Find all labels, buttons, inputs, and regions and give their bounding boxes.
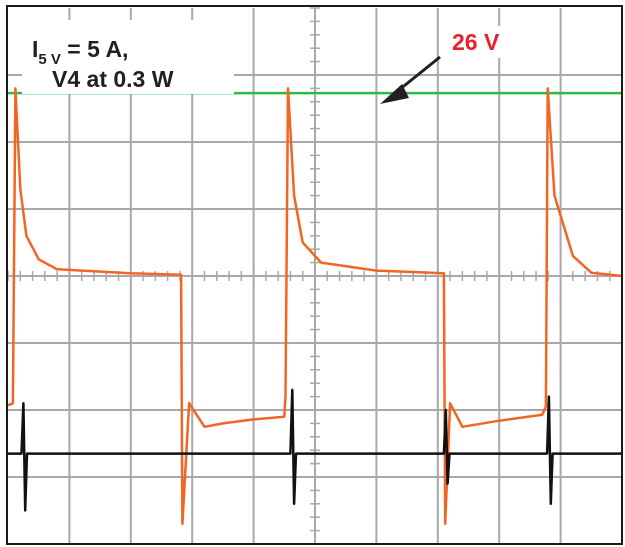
graticule [7, 7, 623, 545]
voltage-label: 26 V [452, 29, 500, 55]
plot-frame [6, 5, 623, 545]
annotation-box [22, 20, 234, 94]
voltage-label-box [440, 26, 516, 58]
black-trace [8, 388, 622, 512]
power-label: V4 at 0.3 W [52, 66, 174, 92]
voltage-arrow-head [380, 84, 409, 104]
current-label: I5 V = 5 A, [32, 36, 128, 68]
orange-trace [7, 87, 623, 526]
